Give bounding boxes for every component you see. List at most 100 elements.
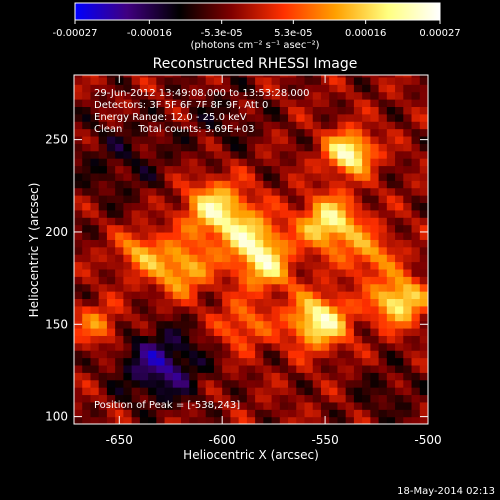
heatmap-cell [353,372,363,381]
heatmap-cell [296,231,306,240]
heatmap-cell [312,335,322,344]
heatmap-cell [288,84,297,93]
colorbar-tick-label: -0.00027 [53,28,98,39]
heatmap-cell [329,320,339,329]
heatmap-cell [148,357,157,366]
heatmap-cell [288,75,297,78]
heatmap-cell [98,364,108,373]
heatmap-cell [263,261,273,270]
heatmap-cell [386,187,396,196]
heatmap-cell [345,394,355,403]
heatmap-cell [106,387,116,396]
heatmap-cell [288,195,297,204]
heatmap-cell [296,268,306,277]
heatmap-cell [288,372,297,381]
heatmap-cell [106,276,116,285]
heatmap-cell [230,128,240,137]
heatmap-cell [353,379,363,388]
heatmap-cell [320,305,330,314]
heatmap-cell [353,401,363,410]
heatmap-cell [238,342,248,351]
heatmap-cell [395,357,404,366]
heatmap-cell [230,298,240,307]
heatmap-cell [82,75,92,78]
heatmap-cell [288,261,297,270]
heatmap-cell [189,357,199,366]
heatmap-cell [189,261,199,270]
heatmap-cell [304,335,314,344]
heatmap-cell [213,350,223,359]
heatmap-cell [74,313,83,322]
heatmap-cell [411,135,421,144]
heatmap-cell [337,180,347,189]
heatmap-cell [279,165,289,174]
heatmap-cell [82,202,92,211]
heatmap-cell [123,106,133,115]
heatmap-cell [98,372,108,381]
heatmap-cell [246,394,256,403]
heatmap-cell [403,217,413,226]
heatmap-cell [386,298,396,307]
heatmap-cell [312,357,322,366]
heatmap-cell [123,387,133,396]
heatmap-cell [238,143,248,152]
heatmap-cell [263,165,273,174]
heatmap-cell [205,165,215,174]
heatmap-cell [246,76,256,85]
heatmap-cell [123,357,133,366]
heatmap-cell [320,394,330,403]
heatmap-cell [279,305,289,314]
heatmap-cell [106,158,116,167]
heatmap-cell [222,261,232,270]
heatmap-cell [288,268,297,277]
heatmap-cell [156,305,166,314]
heatmap-cell [353,320,363,329]
heatmap-cell [263,150,273,159]
heatmap-cell [115,99,124,107]
heatmap-cell [74,357,83,366]
heatmap-cell [337,195,347,204]
heatmap-cell [172,379,182,388]
heatmap-cell [205,224,215,233]
heatmap-cell [106,165,116,174]
heatmap-cell [370,268,380,277]
heatmap-cell [238,401,248,410]
heatmap-cell [238,106,248,115]
heatmap-cell [98,158,108,167]
heatmap-cell [263,91,273,100]
heatmap-cell [156,187,166,196]
heatmap-cell [90,135,100,144]
heatmap-cell [181,320,190,329]
heatmap-cell [156,158,166,167]
heatmap-cell [304,99,314,107]
heatmap-cell [329,327,339,336]
heatmap-cell [337,121,347,130]
heatmap-cell [345,379,355,388]
heatmap-cell [312,261,322,270]
heatmap-cell [172,187,182,196]
heatmap-cell [378,150,388,159]
heatmap-cell [263,379,273,388]
heatmap-cell [123,261,133,270]
heatmap-cell [362,217,371,226]
heatmap-cell [255,394,264,403]
heatmap-cell [148,401,157,410]
heatmap-cell [164,313,174,322]
heatmap-cell [115,106,124,115]
heatmap-cell [320,291,330,300]
heatmap-cell [395,416,404,424]
heatmap-cell [419,75,428,78]
heatmap-cell [395,84,404,93]
heatmap-cell [288,231,297,240]
heatmap-cell [296,224,306,233]
heatmap-cell [312,121,322,130]
heatmap-cell [106,350,116,359]
heatmap-cell [148,387,157,396]
heatmap-cell [403,91,413,100]
heatmap-cell [197,416,207,424]
heatmap-cell [362,254,371,263]
heatmap-cell [222,254,232,263]
heatmap-cell [181,254,190,263]
heatmap-cell [115,187,124,196]
heatmap-cell [312,327,322,336]
